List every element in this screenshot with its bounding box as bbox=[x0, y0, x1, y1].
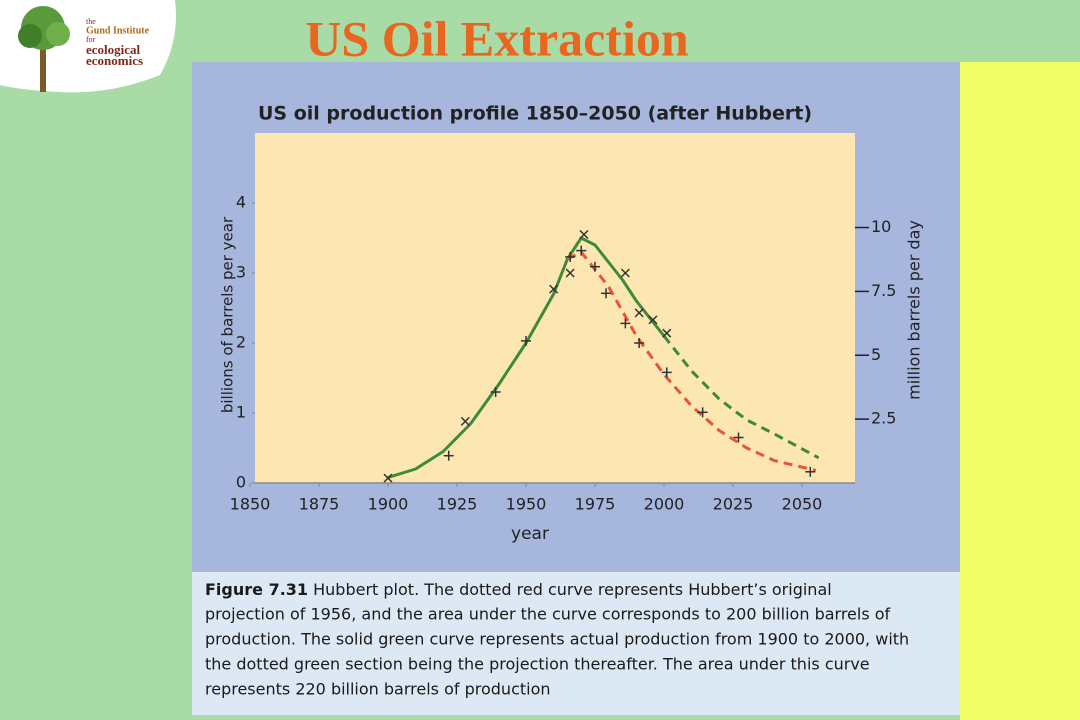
marker-stroke bbox=[648, 315, 658, 325]
logo-line: for bbox=[86, 35, 96, 44]
data-point bbox=[648, 315, 658, 325]
slide-title: US Oil Extraction bbox=[305, 10, 689, 66]
data-point bbox=[805, 466, 816, 477]
caption-line: projection of 1956, and the area under t… bbox=[205, 605, 891, 624]
data-point bbox=[590, 261, 600, 272]
data-point bbox=[661, 367, 672, 378]
marker-stroke bbox=[579, 229, 589, 240]
data-point bbox=[383, 473, 393, 483]
x-tick-label: 1925 bbox=[437, 495, 478, 514]
chart-title: US oil production profile 1850–2050 (aft… bbox=[258, 103, 812, 125]
y-tick-label: 1 bbox=[236, 403, 246, 422]
logo-text: the Gund Institute for ecological econom… bbox=[86, 17, 150, 68]
marker-stroke bbox=[565, 268, 575, 278]
y2-tick-label: 10 bbox=[871, 217, 891, 236]
logo-line: the bbox=[86, 17, 96, 26]
marker-stroke bbox=[662, 328, 672, 338]
data-point bbox=[620, 268, 630, 278]
marker-stroke bbox=[460, 416, 470, 426]
y-tick-label: 4 bbox=[236, 193, 246, 212]
marker-stroke bbox=[620, 268, 630, 278]
caption-line: production. The solid green curve repres… bbox=[205, 630, 909, 649]
x-axis-label: year bbox=[511, 524, 549, 544]
caption-line: represents 220 billion barrels of produc… bbox=[205, 680, 551, 699]
data-point bbox=[634, 308, 644, 318]
data-point bbox=[697, 407, 708, 418]
y-tick-label: 0 bbox=[236, 473, 246, 492]
y2-axis-label: million barrels per day bbox=[905, 220, 924, 400]
data-point bbox=[443, 450, 454, 461]
data-point bbox=[565, 251, 576, 262]
y-axis-label: billions of barrels per year bbox=[219, 216, 237, 413]
x-tick-label: 2050 bbox=[782, 495, 823, 514]
data-point bbox=[733, 432, 744, 443]
logo-tree bbox=[18, 6, 70, 92]
x-tick-label: 1900 bbox=[368, 495, 409, 514]
data-point bbox=[565, 268, 575, 278]
data-point bbox=[601, 288, 612, 299]
data-point bbox=[490, 387, 501, 397]
yellow-panel bbox=[960, 62, 1080, 720]
x-tick-label: 2000 bbox=[644, 495, 685, 514]
y2-tick-label: 2.5 bbox=[871, 409, 896, 428]
series-line bbox=[662, 335, 820, 460]
x-tick-label: 2025 bbox=[713, 495, 754, 514]
caption-label: Figure 7.31 bbox=[205, 580, 308, 599]
marker-stroke bbox=[634, 308, 644, 318]
data-point bbox=[521, 335, 531, 346]
data-point bbox=[620, 318, 631, 329]
data-point bbox=[662, 328, 672, 338]
x-tick-label: 1950 bbox=[506, 495, 547, 514]
data-point bbox=[579, 229, 589, 240]
data-point bbox=[576, 245, 587, 256]
marker-stroke bbox=[383, 473, 393, 483]
logo-line: economics bbox=[86, 53, 143, 68]
logo-line: Gund Institute bbox=[86, 25, 150, 36]
y2-tick-label: 7.5 bbox=[871, 281, 896, 300]
y2-tick-label: 5 bbox=[871, 345, 881, 364]
caption-box bbox=[192, 572, 960, 715]
y-tick-label: 2 bbox=[236, 333, 246, 352]
data-point bbox=[549, 284, 559, 294]
x-tick-label: 1850 bbox=[230, 495, 271, 514]
caption-text: Hubbert plot. The dotted red curve repre… bbox=[308, 580, 832, 599]
logo-line: ecological bbox=[86, 42, 141, 57]
data-point bbox=[634, 338, 645, 348]
y-tick-label: 3 bbox=[236, 263, 246, 282]
caption-line: Figure 7.31 Hubbert plot. The dotted red… bbox=[205, 580, 832, 599]
marker-stroke bbox=[549, 284, 559, 294]
caption-line: the dotted green section being the proje… bbox=[205, 655, 870, 674]
x-tick-label: 1875 bbox=[299, 495, 340, 514]
x-tick-label: 1975 bbox=[575, 495, 616, 514]
data-point bbox=[460, 416, 470, 426]
